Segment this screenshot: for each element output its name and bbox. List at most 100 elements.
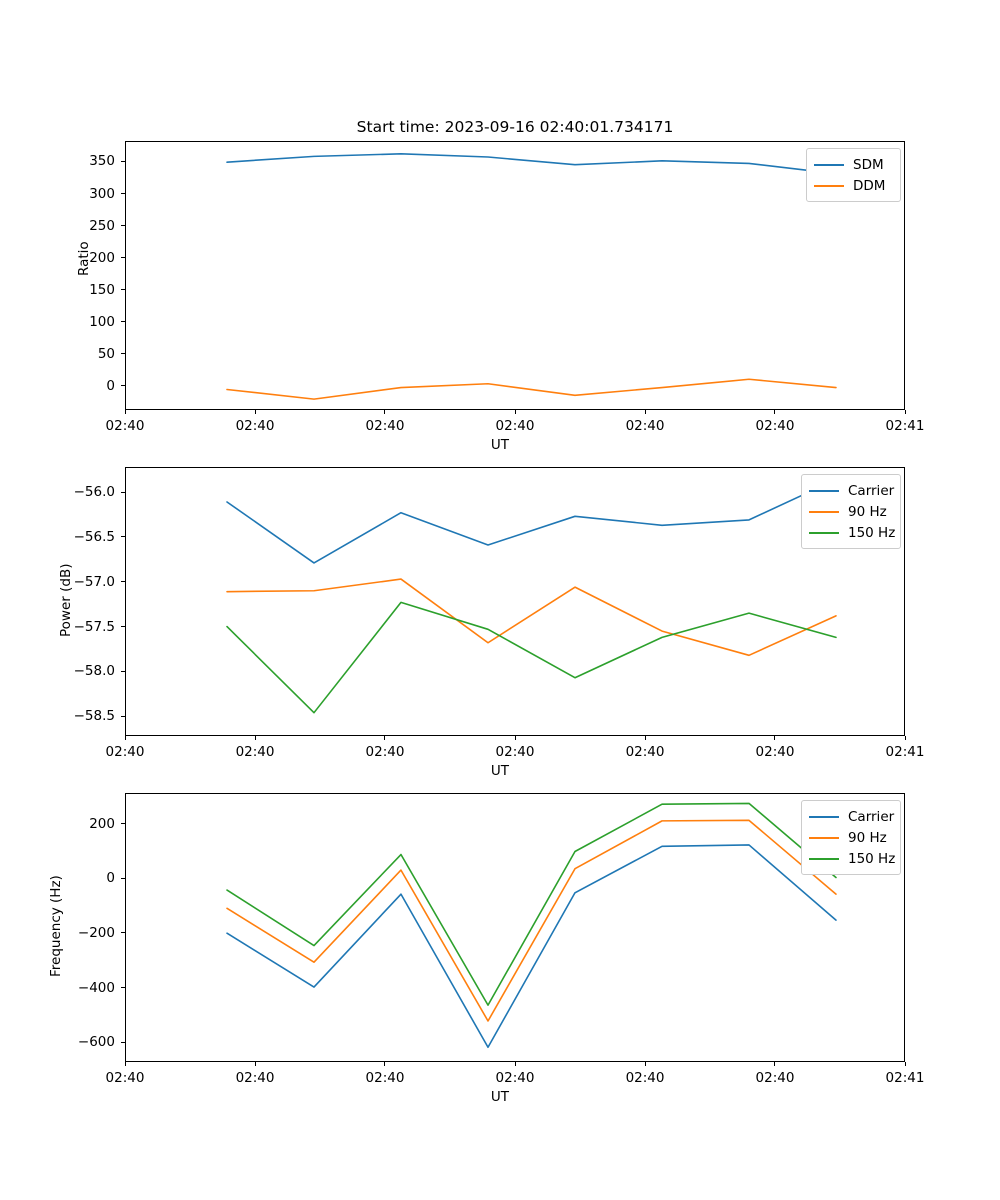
x-tick-label: 02:40	[625, 744, 665, 760]
y-tick-mark	[121, 987, 125, 989]
y-tick-label: −57.0	[73, 573, 115, 590]
legend-label: Carrier	[848, 808, 895, 825]
legend-label: 90 Hz	[848, 503, 887, 520]
y-tick-mark	[121, 289, 125, 291]
legend-label: 90 Hz	[848, 829, 887, 846]
x-tick-label: 02:40	[105, 1070, 145, 1086]
axes-frame-power	[125, 467, 905, 736]
y-tick-mark	[121, 321, 125, 323]
axes-frame-ratio	[125, 141, 905, 410]
legend-color-swatch	[814, 163, 844, 166]
series-line-150-hz	[226, 802, 837, 1006]
legend-color-swatch	[809, 815, 839, 818]
x-tick-mark	[904, 736, 906, 740]
y-tick-label: −200	[77, 924, 115, 941]
series-line-150-hz	[226, 601, 837, 714]
y-tick-mark	[121, 160, 125, 162]
y-tick-mark	[121, 626, 125, 628]
x-tick-mark	[124, 736, 126, 740]
legend-power: Carrier 90 Hz 150 Hz	[801, 474, 901, 549]
legend-entry[interactable]: 150 Hz	[809, 848, 896, 869]
legend-color-swatch	[809, 857, 839, 860]
x-tick-mark	[774, 410, 776, 414]
x-tick-mark	[384, 1062, 386, 1066]
y-tick-label: −56.0	[73, 484, 115, 501]
y-tick-label: 200	[89, 815, 115, 832]
series-line-90-hz	[226, 819, 837, 1022]
legend-entry[interactable]: 90 Hz	[809, 827, 893, 848]
y-tick-label: 300	[89, 185, 115, 202]
legend-entry[interactable]: SDM	[814, 154, 893, 175]
legend-color-swatch	[809, 510, 839, 513]
x-tick-mark	[514, 736, 516, 740]
y-tick-mark	[121, 491, 125, 493]
y-tick-mark	[121, 257, 125, 259]
x-tick-mark	[254, 1062, 256, 1066]
legend-entry[interactable]: DDM	[814, 175, 893, 196]
series-line-90-hz	[226, 578, 837, 657]
x-tick-mark	[774, 736, 776, 740]
x-tick-mark	[254, 410, 256, 414]
series-line-sdm	[226, 153, 837, 175]
legend-color-swatch	[814, 184, 844, 187]
x-tick-label: 02:40	[365, 418, 405, 434]
legend-color-swatch	[809, 489, 839, 492]
y-tick-mark	[121, 353, 125, 355]
legend-label: 150 Hz	[848, 850, 896, 867]
x-tick-label: 02:40	[625, 418, 665, 434]
legend-entry[interactable]: 90 Hz	[809, 501, 893, 522]
x-tick-label: 02:40	[365, 744, 405, 760]
y-tick-label: 0	[106, 870, 115, 887]
y-tick-mark	[121, 1041, 125, 1043]
y-tick-mark	[121, 385, 125, 387]
x-tick-mark	[514, 410, 516, 414]
y-tick-label: −600	[77, 1034, 115, 1051]
x-tick-mark	[904, 410, 906, 414]
y-tick-mark	[121, 823, 125, 825]
x-axis-label-frequency: UT	[490, 1089, 510, 1105]
x-tick-label: 02:40	[235, 744, 275, 760]
y-tick-label: 350	[89, 153, 115, 170]
legend-label: SDM	[853, 156, 884, 173]
y-tick-mark	[121, 670, 125, 672]
x-tick-mark	[384, 410, 386, 414]
y-tick-mark	[121, 536, 125, 538]
y-tick-label: −400	[77, 979, 115, 996]
y-tick-mark	[121, 932, 125, 934]
y-tick-mark	[121, 715, 125, 717]
legend-entry[interactable]: Carrier	[809, 806, 895, 827]
legend-frequency: Carrier 90 Hz 150 Hz	[801, 800, 901, 875]
x-tick-mark	[384, 736, 386, 740]
figure-title: Start time: 2023-09-16 02:40:01.734171	[356, 118, 674, 136]
x-tick-label: 02:40	[105, 418, 145, 434]
x-tick-label: 02:40	[495, 744, 535, 760]
x-tick-label: 02:40	[235, 418, 275, 434]
y-tick-label: −58.0	[73, 663, 115, 680]
legend-label: 150 Hz	[848, 524, 896, 541]
y-tick-label: −56.5	[73, 528, 115, 545]
legend-ratio: SDM DDM	[806, 148, 901, 202]
legend-entry[interactable]: Carrier	[809, 480, 894, 501]
x-tick-mark	[514, 1062, 516, 1066]
legend-entry[interactable]: 150 Hz	[809, 522, 896, 543]
x-tick-mark	[644, 1062, 646, 1066]
legend-color-swatch	[809, 836, 839, 839]
legend-color-swatch	[809, 531, 839, 534]
x-tick-label: 02:40	[755, 1070, 795, 1086]
y-tick-mark	[121, 225, 125, 227]
x-tick-label: 02:40	[495, 418, 535, 434]
y-tick-label: 200	[89, 249, 115, 266]
x-tick-label: 02:40	[495, 1070, 535, 1086]
x-tick-label: 02:40	[755, 418, 795, 434]
x-tick-mark	[644, 410, 646, 414]
x-tick-label: 02:40	[235, 1070, 275, 1086]
x-tick-mark	[254, 736, 256, 740]
x-tick-mark	[774, 1062, 776, 1066]
y-tick-label: −58.5	[73, 708, 115, 725]
